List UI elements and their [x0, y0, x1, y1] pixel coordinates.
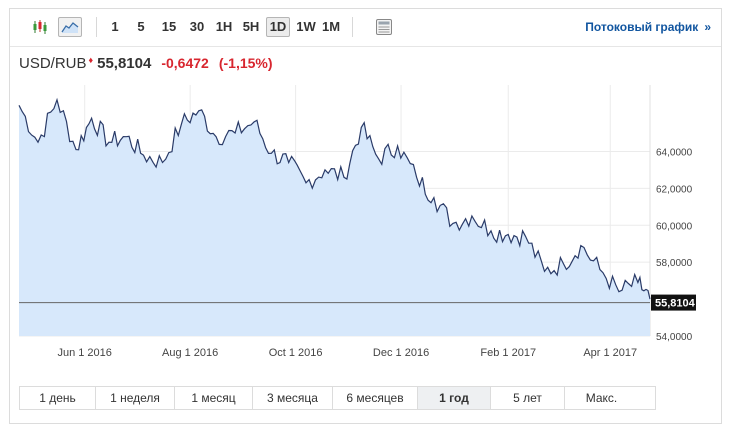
period-button[interactable]: 1 год — [418, 387, 491, 409]
y-tick-label: 64,0000 — [656, 147, 693, 158]
period-button[interactable]: 5 лет — [491, 387, 565, 409]
double-chevron-right-icon: » — [704, 20, 711, 34]
streaming-chart-label: Потоковый график — [585, 20, 699, 34]
last-price: 55,8104 — [97, 55, 152, 72]
price-change-percent: (-1,15%) — [218, 55, 273, 71]
x-tick-label: Feb 1 2017 — [480, 347, 536, 359]
chart-toolbar: 1 5 15 30 1H 5H 1D 1W 1M Потоковый графи… — [10, 9, 721, 47]
toolbar-divider — [352, 17, 353, 37]
price-line — [18, 97, 651, 300]
x-tick-label: Jun 1 2016 — [57, 347, 111, 359]
interval-5h[interactable]: 5H — [242, 19, 260, 34]
area-chart-icon[interactable] — [58, 17, 82, 37]
y-tick-label: 60,0000 — [656, 221, 693, 232]
y-tick-label: 58,0000 — [656, 258, 693, 269]
period-button[interactable]: 1 месяц — [175, 387, 253, 409]
interval-1m[interactable]: 1M — [321, 19, 341, 34]
table-icon[interactable] — [372, 17, 396, 37]
price-chart[interactable]: Investing.com 55,8104 54,000058,000060,0… — [10, 9, 721, 423]
y-tick-label: 54,0000 — [656, 332, 693, 343]
period-button[interactable]: Макс. — [565, 387, 638, 409]
interval-1[interactable]: 1 — [111, 19, 119, 34]
x-tick-label: Dec 1 2016 — [373, 347, 429, 359]
price-area — [19, 99, 650, 336]
interval-30[interactable]: 30 — [189, 19, 205, 34]
x-tick-label: Oct 1 2016 — [269, 347, 323, 359]
interval-15[interactable]: 15 — [161, 19, 177, 34]
toolbar-divider — [96, 17, 97, 37]
period-button[interactable]: 1 неделя — [96, 387, 175, 409]
y-axis: 54,0000 58,0000 60,0000 62,0000 64,0000 — [656, 147, 693, 343]
quote-header: USD/RUB ♦ 55,8104 -0,6472 (-1,15%) — [19, 55, 283, 77]
interval-1w[interactable]: 1W — [296, 19, 316, 34]
x-tick-label: Apr 1 2017 — [583, 347, 637, 359]
period-button[interactable]: 1 день — [20, 387, 96, 409]
interval-1d[interactable]: 1D — [266, 17, 290, 37]
streaming-chart-link[interactable]: Потоковый график » — [585, 20, 711, 34]
interval-1h[interactable]: 1H — [215, 19, 233, 34]
interval-5[interactable]: 5 — [137, 19, 145, 34]
current-price-marker: 55,8104 — [19, 294, 696, 311]
x-tick-label: Aug 1 2016 — [162, 347, 218, 359]
period-selector: 1 день 1 неделя 1 месяц 3 месяца 6 месяцев 1 … — [19, 386, 656, 410]
y-tick-label: 62,0000 — [656, 184, 693, 195]
current-price-label: 55,8104 — [655, 298, 696, 310]
candlestick-icon[interactable] — [28, 17, 52, 37]
down-arrow-icon: ♦ — [88, 55, 94, 65]
period-button[interactable]: 3 месяца — [253, 387, 333, 409]
current-price-label-bg — [651, 294, 696, 311]
x-axis: Jun 1 2016 Aug 1 2016 Oct 1 2016 Dec 1 2016… — [57, 347, 637, 359]
period-button[interactable]: 6 месяцев — [333, 387, 418, 409]
chart-widget: 1 5 15 30 1H 5H 1D 1W 1M Потоковый графи… — [9, 8, 722, 424]
price-change: -0,6472 — [161, 55, 209, 71]
instrument-symbol: USD/RUB — [19, 55, 87, 72]
